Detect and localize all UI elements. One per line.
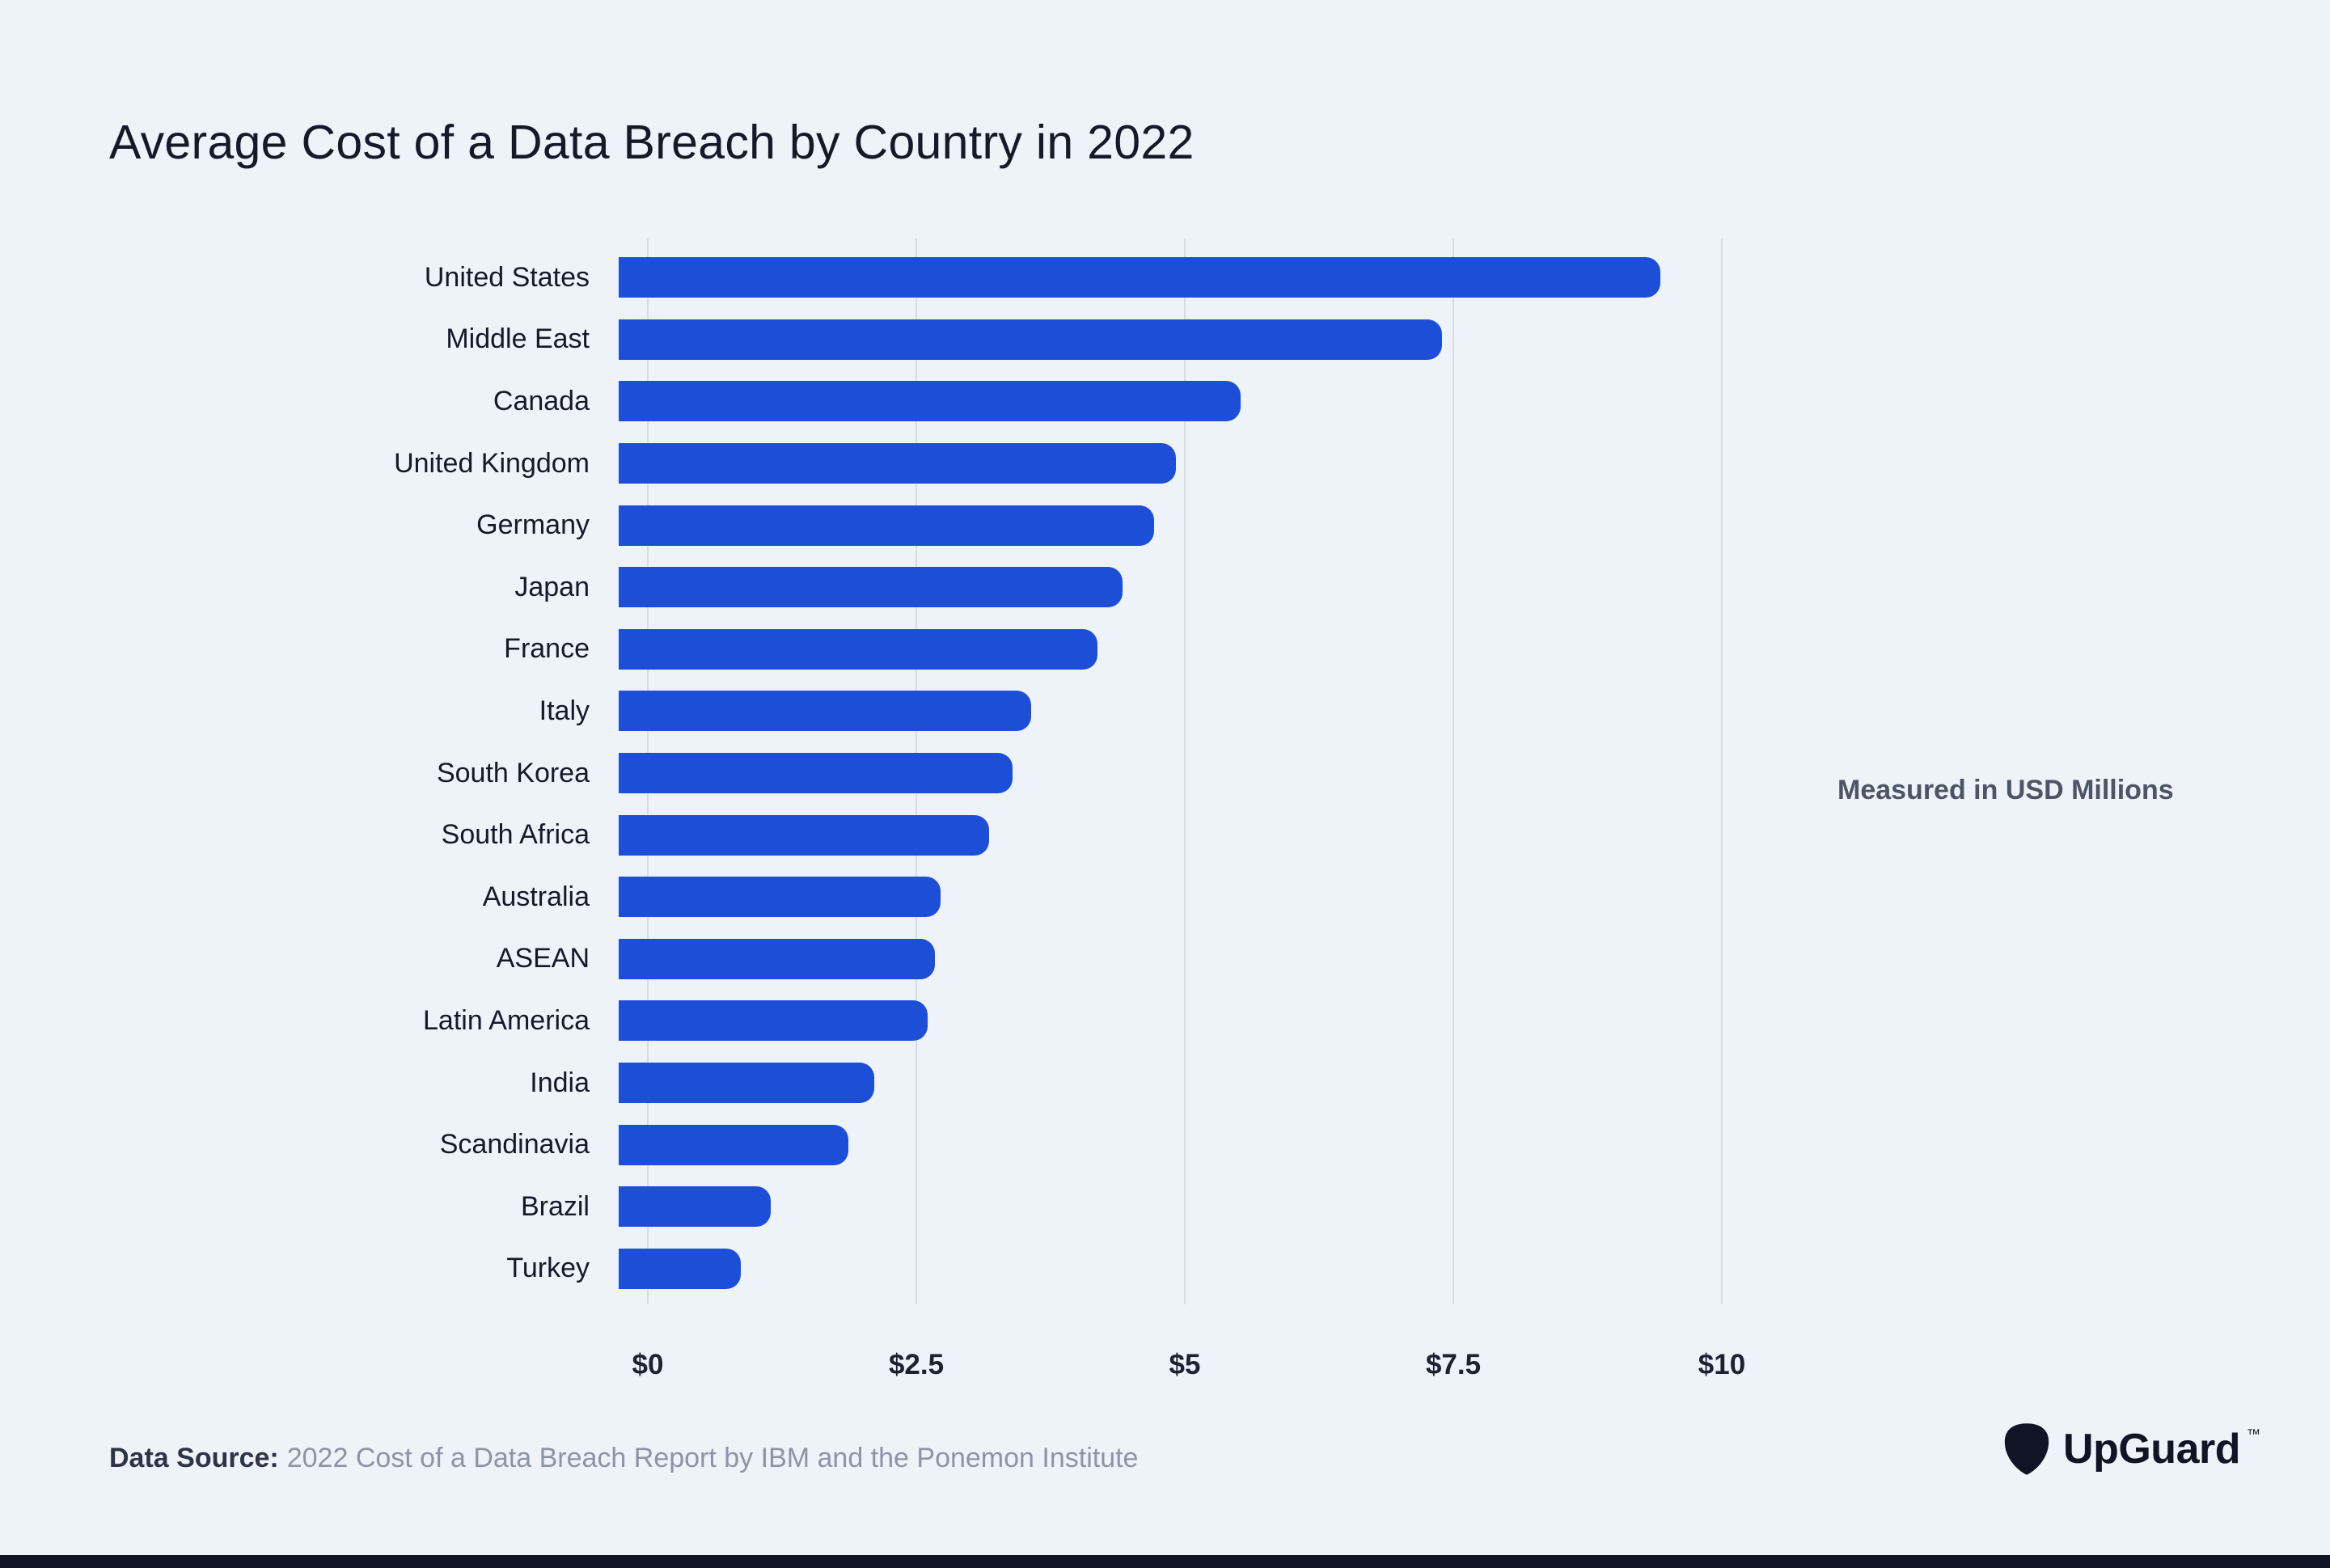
x-axis-tick-label: $7.5 bbox=[1425, 1349, 1482, 1380]
x-axis-tick-label: $5 bbox=[1169, 1349, 1201, 1380]
gridline bbox=[1184, 239, 1186, 1304]
data-source-text: 2022 Cost of a Data Breach Report by IBM… bbox=[286, 1443, 1139, 1473]
category-label: France bbox=[504, 633, 590, 665]
chart-row: South Korea bbox=[109, 742, 1722, 805]
x-axis-tick-label: $10 bbox=[1698, 1349, 1746, 1380]
chart-row: Japan bbox=[109, 556, 1722, 619]
upguard-pick-icon bbox=[2004, 1423, 2049, 1475]
bar-track bbox=[619, 628, 1722, 670]
chart-row: Scandinavia bbox=[109, 1114, 1722, 1176]
data-source: Data Source: 2022 Cost of a Data Breach R… bbox=[109, 1443, 1138, 1474]
chart-row: Brazil bbox=[109, 1176, 1722, 1238]
bar-track bbox=[619, 1000, 1722, 1042]
category-label: Brazil bbox=[520, 1190, 590, 1222]
bar-italy bbox=[619, 691, 1032, 732]
category-label: ASEAN bbox=[496, 943, 590, 974]
chart-title: Average Cost of a Data Breach by Country… bbox=[109, 116, 1195, 169]
bar-track bbox=[619, 505, 1722, 546]
bar-canada bbox=[619, 381, 1241, 422]
category-label: Middle East bbox=[446, 323, 590, 355]
category-label: South Korea bbox=[436, 757, 590, 788]
category-label: India bbox=[530, 1067, 590, 1098]
chart-row: ASEAN bbox=[109, 928, 1722, 991]
bar-india bbox=[619, 1063, 875, 1104]
bar-latin-america bbox=[619, 1000, 928, 1042]
chart-row: France bbox=[109, 619, 1722, 681]
bar-united-states bbox=[619, 257, 1660, 298]
bar-south-africa bbox=[619, 814, 990, 856]
category-label: Italy bbox=[539, 695, 590, 726]
chart-row: South Africa bbox=[109, 804, 1722, 866]
bar-track bbox=[619, 1248, 1722, 1289]
bar-scandinavia bbox=[619, 1124, 848, 1165]
bar-track bbox=[619, 381, 1722, 422]
footer-strip bbox=[0, 1555, 2330, 1568]
x-axis-tick-label: $0 bbox=[632, 1349, 664, 1380]
bar-japan bbox=[619, 567, 1123, 608]
bar-track bbox=[619, 1124, 1722, 1165]
chart-row: Canada bbox=[109, 370, 1722, 433]
chart-row: India bbox=[109, 1052, 1722, 1114]
x-axis: $0 $2.5 $5 $7.5 $10 bbox=[632, 1349, 1746, 1389]
bar-track bbox=[619, 443, 1722, 484]
bar-track bbox=[619, 257, 1722, 298]
bar-france bbox=[619, 628, 1097, 670]
bar-middle-east bbox=[619, 319, 1442, 360]
bar-germany bbox=[619, 505, 1154, 546]
bar-track bbox=[619, 1186, 1722, 1228]
bar-track bbox=[619, 319, 1722, 360]
x-axis-tick-label: $2.5 bbox=[888, 1349, 945, 1380]
bar-brazil bbox=[619, 1186, 772, 1228]
chart-row: Germany bbox=[109, 494, 1722, 556]
category-label: United States bbox=[424, 261, 590, 293]
brand-name: UpGuard bbox=[2063, 1426, 2240, 1473]
chart-row: Australia bbox=[109, 866, 1722, 928]
bar-united-kingdom bbox=[619, 443, 1176, 484]
bar-track bbox=[619, 691, 1722, 732]
unit-note: Measured in USD Millions bbox=[1837, 775, 2174, 805]
bar-turkey bbox=[619, 1248, 742, 1289]
bar-track bbox=[619, 753, 1722, 794]
chart-row: United States bbox=[109, 247, 1722, 309]
category-label: United Kingdom bbox=[394, 447, 590, 479]
category-label: Latin America bbox=[423, 1004, 590, 1036]
bar-track bbox=[619, 877, 1722, 918]
bar-asean bbox=[619, 938, 936, 979]
brand-trademark: ™ bbox=[2247, 1426, 2260, 1442]
category-label: Canada bbox=[493, 385, 590, 416]
bar-track bbox=[619, 1063, 1722, 1104]
data-source-label: Data Source: bbox=[109, 1443, 279, 1473]
gridline bbox=[1721, 239, 1723, 1304]
bar-track bbox=[619, 938, 1722, 979]
category-label: Australia bbox=[482, 881, 590, 912]
chart-row: Turkey bbox=[109, 1238, 1722, 1300]
category-label: Turkey bbox=[506, 1253, 590, 1284]
bar-track bbox=[619, 567, 1722, 608]
bar-chart: United States Middle East Canada United Kin… bbox=[109, 247, 1722, 1300]
category-label: South Africa bbox=[441, 819, 590, 851]
category-label: Scandinavia bbox=[439, 1129, 590, 1160]
gridline bbox=[1453, 239, 1454, 1304]
chart-row: Latin America bbox=[109, 990, 1722, 1052]
bar-australia bbox=[619, 877, 941, 918]
chart-row: Italy bbox=[109, 680, 1722, 742]
chart-row: Middle East bbox=[109, 309, 1722, 371]
category-label: Germany bbox=[476, 509, 590, 541]
bar-track bbox=[619, 814, 1722, 856]
upguard-logo: UpGuard ™ bbox=[2003, 1420, 2260, 1478]
chart-row: United Kingdom bbox=[109, 433, 1722, 495]
bar-south-korea bbox=[619, 753, 1013, 794]
category-label: Japan bbox=[514, 571, 590, 602]
